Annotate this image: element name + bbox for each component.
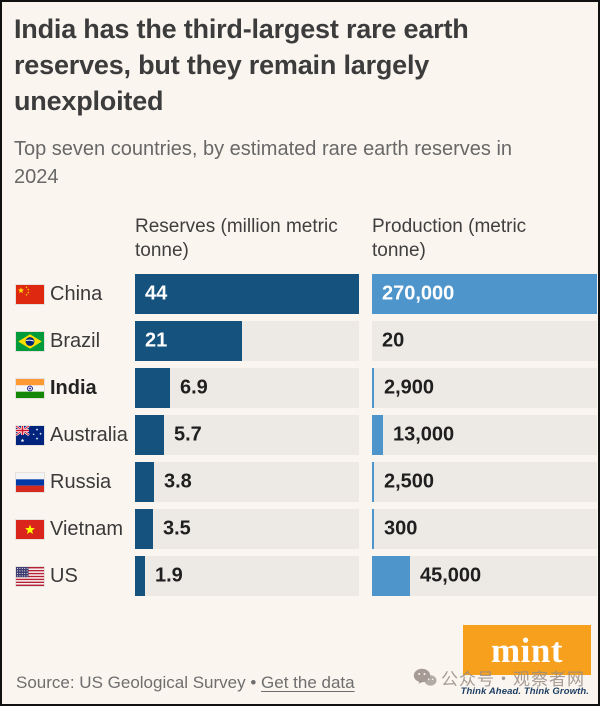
country-cell: Vietnam: [14, 518, 135, 541]
country-label: Vietnam: [50, 517, 124, 540]
table-row: Russia 3.8 2,500: [14, 462, 598, 503]
production-bar: [372, 274, 597, 315]
country-label: Brazil: [50, 329, 101, 352]
country-cell: Australia: [14, 424, 135, 447]
chart-title: India has the third-largest rare earth r…: [14, 14, 469, 116]
flag-china-icon: [16, 284, 44, 304]
country-label: India: [50, 376, 97, 399]
production-value: 2,900: [384, 376, 435, 399]
production-value: 13,000: [393, 423, 455, 446]
reserves-bar: [135, 556, 145, 597]
column-headers: Reserves (million metric tonne) Producti…: [135, 215, 598, 264]
bar-chart: Reserves (million metric tonne) Producti…: [14, 215, 598, 597]
table-row: US 1.9 45,000: [14, 556, 598, 597]
production-bar-track: 45,000: [372, 556, 597, 597]
production-bar-track: 20: [372, 321, 597, 362]
flag-brazil-icon: [16, 331, 44, 351]
production-value: 300: [384, 517, 418, 540]
production-value: 2,500: [384, 470, 435, 493]
reserves-bar: [135, 321, 242, 362]
reserves-value: 44: [145, 282, 168, 305]
source-line: Source: US Geological Survey • Get the d…: [16, 673, 355, 693]
mint-logo: mint: [463, 625, 591, 675]
watermark-text: 公众号・观察者网: [441, 670, 585, 689]
reserves-value: 3.5: [163, 517, 191, 540]
country-cell: Brazil: [14, 330, 135, 353]
reserves-bar: [135, 368, 170, 409]
wechat-icon: [413, 668, 437, 687]
reserves-bar-track: 6.9: [135, 368, 359, 409]
table-row: China 44 270,000: [14, 274, 598, 315]
country-label: Russia: [50, 470, 112, 493]
production-bar-track: 2,900: [372, 368, 597, 409]
table-row: Vietnam 3.5 300: [14, 509, 598, 550]
table-row: Brazil 21 20: [14, 321, 598, 362]
production-bar: [372, 556, 410, 597]
reserves-value: 21: [145, 329, 168, 352]
reserves-bar: [135, 415, 164, 456]
country-label: Australia: [50, 423, 128, 446]
reserves-bar-track: 21: [135, 321, 359, 362]
flag-vietnam-icon: [16, 519, 44, 539]
country-cell: China: [14, 283, 135, 306]
watermark: 公众号・观察者网: [413, 665, 585, 690]
reserves-bar-track: 5.7: [135, 415, 359, 456]
get-the-data-link[interactable]: Get the data: [261, 673, 355, 692]
production-bar-track: 270,000: [372, 274, 597, 315]
chart-subtitle: Top seven countries, by estimated rare e…: [14, 137, 513, 188]
reserves-bar-track: 44: [135, 274, 359, 315]
reserves-bar: [135, 462, 154, 503]
reserves-value: 1.9: [155, 564, 183, 587]
mint-tagline: Think Ahead. Think Growth.: [460, 686, 589, 697]
production-bar: [372, 368, 374, 409]
production-bar-track: 2,500: [372, 462, 597, 503]
reserves-bar-track: 1.9: [135, 556, 359, 597]
production-column-header: Production (metric tonne): [372, 215, 527, 262]
reserves-value: 6.9: [180, 376, 208, 399]
flag-india-icon: [16, 378, 44, 398]
production-value: 45,000: [420, 564, 482, 587]
reserves-value: 5.7: [174, 423, 202, 446]
flag-us-icon: [16, 566, 44, 586]
production-value: 270,000: [382, 282, 455, 305]
production-bar: [372, 415, 383, 456]
country-cell: India: [14, 377, 135, 400]
reserves-bar: [135, 274, 359, 315]
mint-logo-text: mint: [491, 630, 563, 670]
chart-rows: China 44 270,000 Brazil 21 20 India 6.9 2,900 …: [14, 274, 598, 597]
production-value: 20: [382, 329, 405, 352]
reserves-bar-track: 3.5: [135, 509, 359, 550]
country-cell: Russia: [14, 471, 135, 494]
table-row: Australia 5.7 13,000: [14, 415, 598, 456]
production-bar-track: 300: [372, 509, 597, 550]
reserves-column-header: Reserves (million metric tonne): [135, 215, 338, 262]
reserves-bar: [135, 509, 153, 550]
flag-russia-icon: [16, 472, 44, 492]
flag-australia-icon: [16, 425, 44, 445]
production-bar: [372, 509, 374, 550]
country-label: China: [50, 282, 103, 305]
country-cell: US: [14, 565, 135, 588]
source-text: Source: US Geological Survey: [16, 673, 246, 692]
production-bar-track: 13,000: [372, 415, 597, 456]
production-bar: [372, 462, 374, 503]
table-row: India 6.9 2,900: [14, 368, 598, 409]
country-label: US: [50, 564, 78, 587]
reserves-bar-track: 3.8: [135, 462, 359, 503]
reserves-value: 3.8: [164, 470, 192, 493]
source-separator: •: [250, 673, 257, 692]
